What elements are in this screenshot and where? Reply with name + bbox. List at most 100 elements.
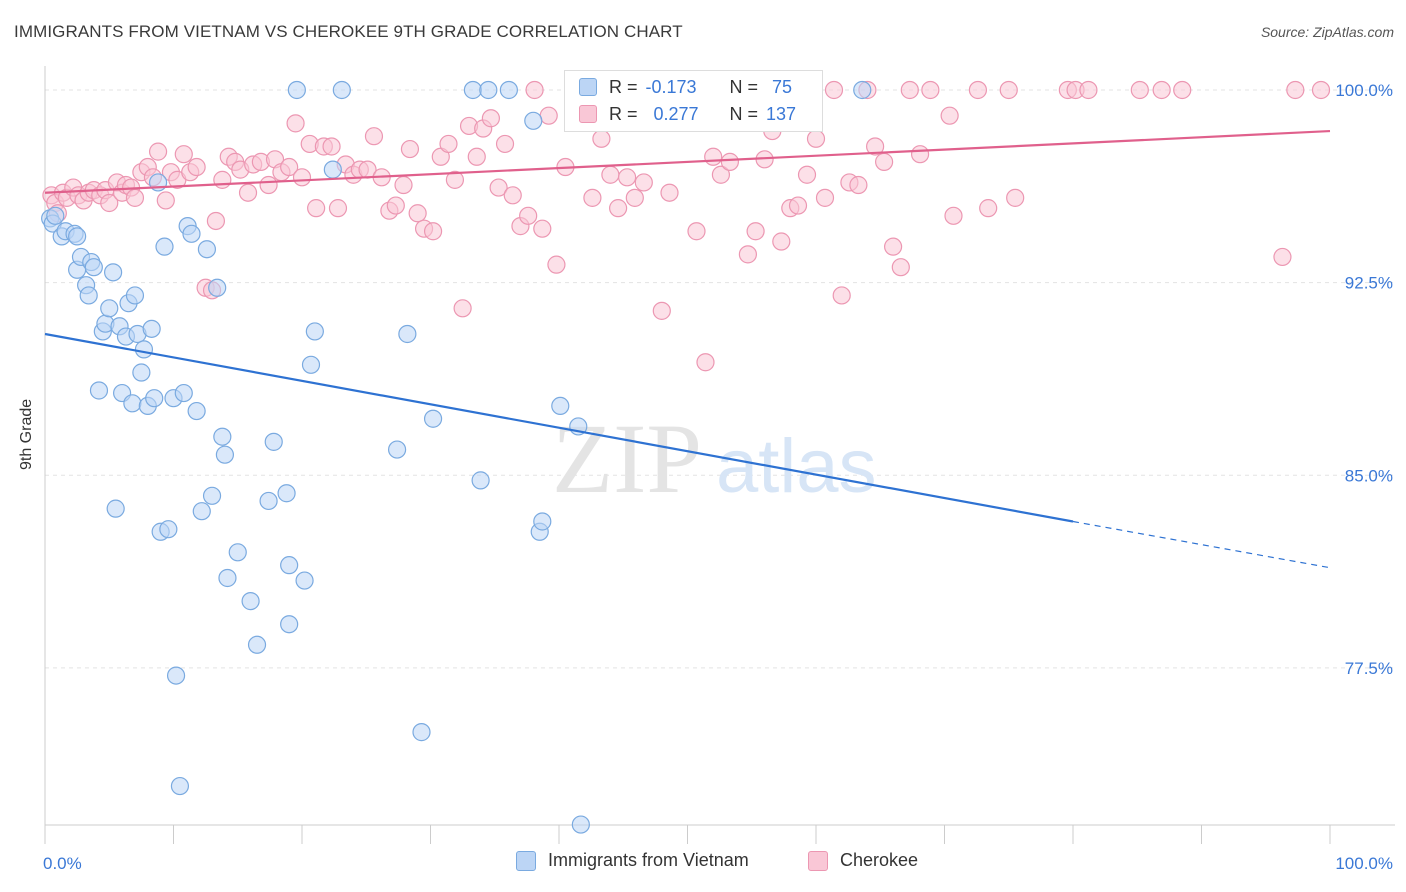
cherokee-point [364, 127, 384, 146]
vietnam-point [100, 299, 119, 318]
vietnam-point [125, 286, 145, 305]
series-legend: Immigrants from Vietnam Cherokee [0, 850, 1406, 878]
cherokee-point [280, 157, 299, 177]
vietnam-point [471, 471, 490, 490]
cherokee-point [806, 129, 826, 148]
vietnam-point [259, 491, 278, 511]
cherokee-point [489, 178, 508, 197]
tick-labels: 100.0% 92.5% 85.0% 77.5% 0.0% 100.0% [43, 81, 1393, 873]
cherokee-point [525, 80, 544, 100]
x-tick-label-min: 0.0% [43, 854, 82, 873]
vietnam-point [301, 355, 321, 374]
vietnam-point [182, 224, 201, 243]
vietnam-point [280, 615, 299, 634]
vietnam-trendline [44, 332, 1074, 523]
vietnam-trendline-extension [1072, 520, 1331, 569]
cherokee-point [944, 206, 963, 225]
stats-legend: R = -0.173 N = 75 R = 0.277 N = 137 [564, 70, 823, 132]
cherokee-point [148, 142, 168, 161]
vietnam-point [323, 160, 342, 179]
cherokee-point [423, 222, 443, 241]
y-tick-label: 100.0% [1335, 81, 1393, 100]
y-tick-label: 77.5% [1345, 659, 1393, 678]
vietnam-point [295, 571, 314, 590]
cherokee-point [547, 255, 566, 274]
vietnam-point [197, 240, 217, 259]
cherokee-point [788, 196, 808, 215]
cherokee-point [1152, 80, 1171, 100]
y-tick-label: 92.5% [1345, 274, 1393, 293]
vietnam-point [499, 80, 518, 100]
vietnam-point [218, 568, 237, 588]
cherokee-point [213, 170, 232, 189]
legend-item-cherokee[interactable]: Cherokee [808, 850, 918, 871]
cherokee-point [259, 175, 278, 195]
cherokee-point [206, 211, 226, 231]
cherokee-point [292, 168, 312, 187]
vietnam-point [213, 427, 232, 446]
cherokee-point [503, 186, 522, 205]
vietnam-point [166, 666, 186, 685]
cherokee-point [866, 137, 885, 156]
y-axis-label: 9th Grade [18, 398, 35, 470]
cherokee-point [238, 183, 258, 202]
vietnam-point [853, 80, 872, 100]
watermark-atlas: atlas [716, 424, 877, 509]
vietnam-point [247, 635, 267, 654]
vietnam-point [264, 432, 283, 451]
vietnam-point [68, 227, 87, 246]
vietnam-point [104, 263, 123, 282]
cherokee-point [832, 286, 851, 305]
vietnam-point [241, 592, 260, 611]
cherokee-point [738, 245, 757, 264]
cherokee-point [968, 80, 988, 100]
vietnam-point [551, 396, 570, 416]
cherokee-point [583, 188, 602, 207]
cherokee-point [328, 199, 348, 218]
vietnam-point [524, 111, 543, 130]
cherokee-point [696, 353, 715, 372]
cherokee-point [453, 299, 472, 318]
cherokee-point [618, 168, 637, 187]
r-label: R = [609, 76, 638, 97]
vietnam-point [463, 80, 483, 100]
legend-cherokee-swatch [808, 850, 828, 871]
cherokee-point [634, 173, 653, 192]
r-label: R = [609, 103, 638, 124]
legend-cherokee-label: Cherokee [840, 850, 919, 870]
vietnam-point [174, 383, 193, 403]
cherokee-point [1130, 80, 1149, 100]
stats-row-cherokee: R = 0.277 N = 137 [579, 102, 796, 126]
cherokee-swatch [579, 105, 597, 123]
stats-row-vietnam: R = -0.173 N = 75 [579, 75, 792, 99]
cherokee-point [156, 191, 175, 210]
n-label: N = [729, 76, 759, 97]
cherokee-point [660, 183, 679, 202]
cherokee-point [467, 147, 486, 166]
vietnam-point [387, 440, 407, 459]
cherokee-point [609, 199, 628, 218]
cherokee-point [940, 106, 959, 125]
vietnam-point [142, 319, 161, 338]
vietnam-point [305, 322, 324, 341]
legend-item-vietnam[interactable]: Immigrants from Vietnam [516, 850, 749, 871]
vietnam-point [208, 278, 227, 297]
y-tick-label: 85.0% [1345, 466, 1393, 485]
cherokee-point [875, 152, 894, 171]
cherokee-point [1079, 80, 1098, 100]
cherokee-point [322, 137, 341, 156]
vietnam-point [155, 237, 174, 256]
vietnam-point [46, 206, 65, 225]
cherokee-point [539, 106, 558, 125]
cherokee-point [815, 188, 835, 207]
vietnam-point [89, 381, 109, 400]
cherokee-point [495, 134, 515, 154]
cherokee-point [394, 175, 413, 195]
n-label: N = [729, 103, 759, 124]
x-tick-label-max: 100.0% [1335, 854, 1393, 873]
cherokee-point [921, 80, 940, 100]
cherokee-point [533, 219, 552, 238]
vietnam-point [106, 499, 125, 518]
vietnam-point [412, 723, 431, 742]
